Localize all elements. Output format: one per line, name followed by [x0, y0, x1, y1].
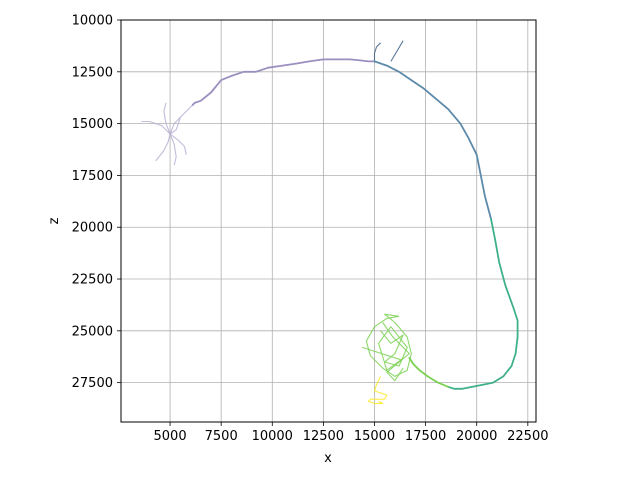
x-axis-label: x — [324, 451, 332, 466]
axon-segment — [408, 356, 449, 388]
neuron-branch — [169, 133, 187, 155]
x-tick-label: 20000 — [456, 429, 497, 444]
neuron-branch — [365, 313, 412, 377]
plot-frame — [120, 19, 537, 423]
x-tick-label: 12500 — [303, 429, 344, 444]
neuron-branch — [155, 133, 171, 162]
neuron-branch — [141, 120, 171, 135]
y-axis-label: z — [47, 217, 62, 224]
y-tick-label: 17500 — [72, 169, 113, 184]
neuron-branch — [367, 376, 388, 404]
y-tick-label: 27500 — [72, 376, 113, 391]
x-tick-label: 15000 — [354, 429, 395, 444]
neuron-branch — [362, 326, 408, 371]
x-tick-label: 7500 — [205, 429, 238, 444]
neuron-branch — [169, 133, 177, 166]
neuron-branch — [382, 322, 410, 382]
y-tick-label: 10000 — [72, 14, 113, 29]
y-tick-label: 12500 — [72, 65, 113, 80]
x-tick-label: 17500 — [405, 429, 446, 444]
y-tick-label: 22500 — [72, 273, 113, 288]
y-tick-label: 25000 — [72, 324, 113, 339]
neuron-branch — [163, 102, 171, 135]
y-tick-label: 20000 — [72, 221, 113, 236]
y-tick-label: 15000 — [72, 117, 113, 132]
neuron-branch — [169, 117, 181, 135]
axon-segment — [447, 218, 519, 390]
axon-segment — [373, 60, 492, 220]
data-layer — [141, 40, 519, 404]
neuron-branch — [373, 42, 381, 62]
ticks: 5000 7500 10000 12500 15000 17500 20000 22500 10… — [72, 14, 549, 445]
neuron-branch — [390, 40, 404, 62]
x-tick-label: 10000 — [252, 429, 293, 444]
neuron-branch — [169, 104, 193, 135]
x-tick-label: 5000 — [154, 429, 187, 444]
axon-segment — [191, 58, 376, 106]
x-tick-label: 22500 — [507, 429, 548, 444]
